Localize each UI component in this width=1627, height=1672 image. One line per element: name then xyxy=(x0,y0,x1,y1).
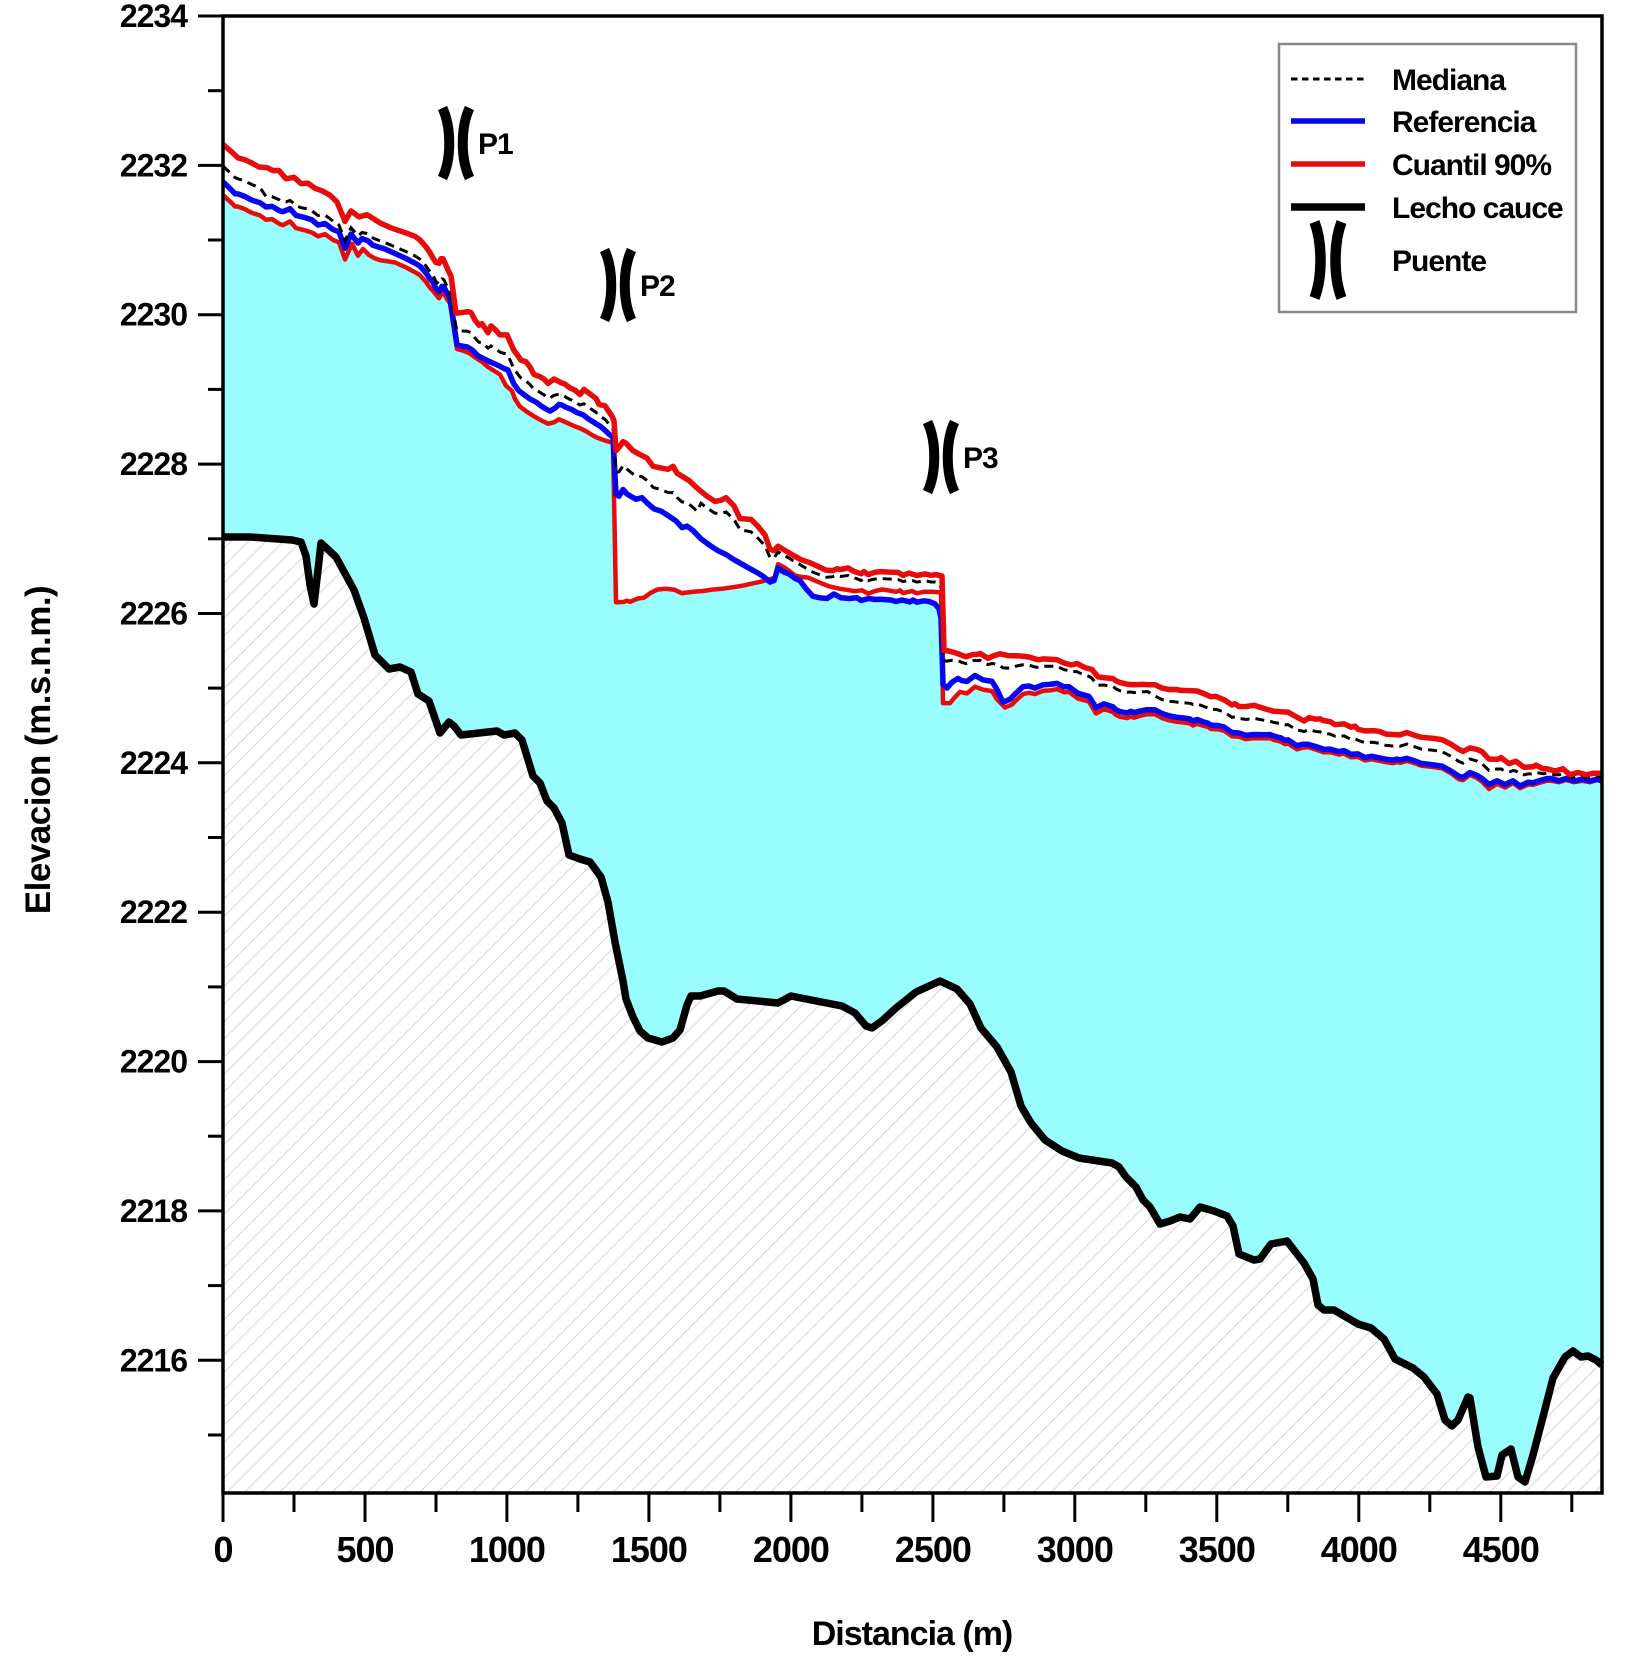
svg-text:2220: 2220 xyxy=(120,1044,187,1080)
svg-text:P3: P3 xyxy=(963,442,998,475)
svg-text:Mediana: Mediana xyxy=(1392,64,1506,97)
svg-text:Referencia: Referencia xyxy=(1392,106,1537,139)
svg-text:4500: 4500 xyxy=(1463,1529,1539,1570)
svg-text:0: 0 xyxy=(213,1529,232,1570)
svg-text:4000: 4000 xyxy=(1321,1529,1397,1570)
svg-text:Cuantil 90%: Cuantil 90% xyxy=(1392,149,1551,182)
svg-text:2226: 2226 xyxy=(120,596,187,632)
svg-text:1000: 1000 xyxy=(469,1529,545,1570)
svg-text:Elevacion (m.s.n.m.): Elevacion (m.s.n.m.) xyxy=(19,586,58,914)
svg-text:3500: 3500 xyxy=(1179,1529,1255,1570)
svg-text:2230: 2230 xyxy=(120,297,187,333)
svg-text:P2: P2 xyxy=(640,270,675,303)
svg-text:2224: 2224 xyxy=(120,745,188,781)
svg-text:2218: 2218 xyxy=(120,1193,187,1229)
svg-text:3000: 3000 xyxy=(1037,1529,1113,1570)
svg-text:Puente: Puente xyxy=(1392,245,1486,278)
svg-text:Lecho cauce: Lecho cauce xyxy=(1392,192,1563,225)
svg-text:Distancia (m): Distancia (m) xyxy=(812,1615,1013,1653)
svg-text:2000: 2000 xyxy=(753,1529,829,1570)
svg-text:2222: 2222 xyxy=(120,894,187,930)
svg-text:1500: 1500 xyxy=(611,1529,687,1570)
svg-text:2228: 2228 xyxy=(120,446,187,482)
svg-text:2500: 2500 xyxy=(895,1529,971,1570)
svg-text:2234: 2234 xyxy=(120,0,188,34)
svg-text:P1: P1 xyxy=(478,128,513,161)
svg-text:500: 500 xyxy=(336,1529,393,1570)
svg-text:2232: 2232 xyxy=(120,147,187,183)
svg-text:2216: 2216 xyxy=(120,1342,187,1378)
